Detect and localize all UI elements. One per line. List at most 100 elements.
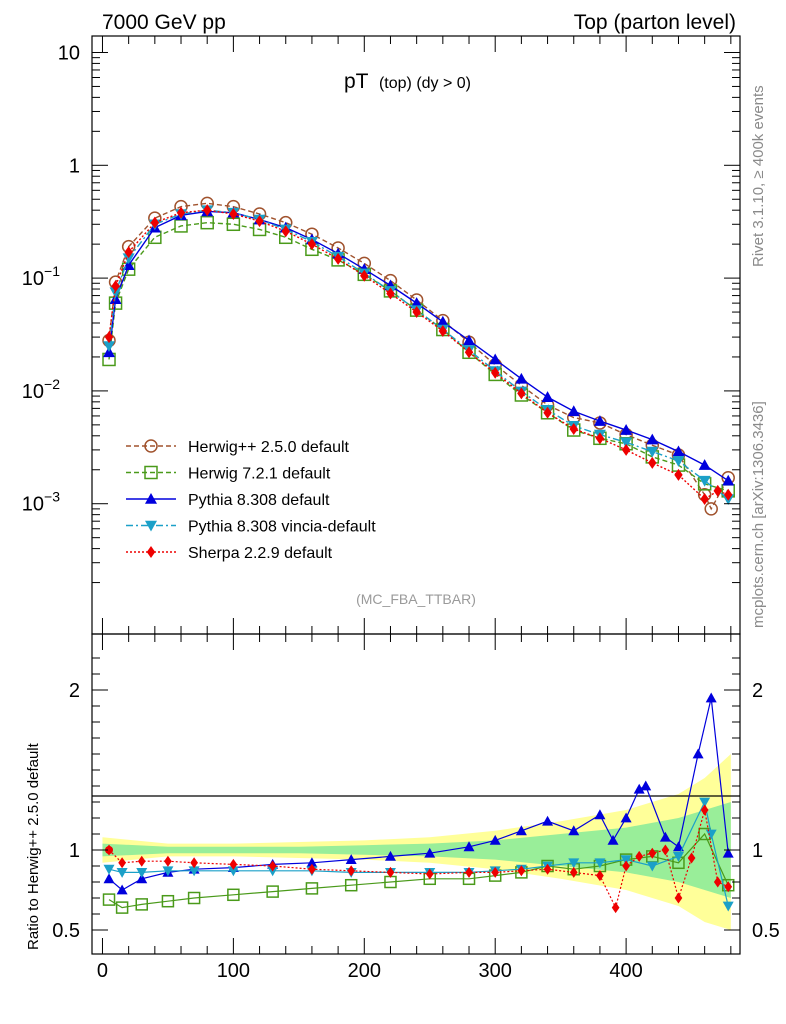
- ratio-point-3-18: [622, 860, 630, 872]
- ratio-ylabel: Ratio to Herwig++ 2.5.0 default: [25, 742, 42, 950]
- ratio-point-1-7: [306, 857, 318, 868]
- main-series-line-0: [108, 202, 729, 511]
- main-point-2-14: [436, 315, 449, 327]
- ratio-ytick-label-right-2: 2: [752, 680, 763, 702]
- header-left: 7000 GeV pp: [102, 11, 226, 34]
- main-point-3-23: [672, 456, 685, 467]
- main-point-4-0: [104, 331, 114, 344]
- ratio-point-1-23: [692, 748, 704, 759]
- main-point-4-7: [255, 215, 264, 228]
- ratio-point-3-17: [611, 902, 620, 914]
- main-point-4-2: [124, 246, 133, 259]
- ratio-point-1-16: [594, 809, 606, 820]
- main-point-3-0: [103, 341, 116, 353]
- main-ytick-label-4: 10−3: [22, 489, 60, 516]
- main-point-2-17: [515, 372, 528, 384]
- main-point-2-16: [489, 353, 502, 365]
- ratio-point-2-17: [620, 855, 632, 866]
- main-series-group: [102, 196, 735, 516]
- legend: Herwig++ 2.5.0 default Herwig 7.2.1 defau…: [126, 439, 376, 562]
- legend-label-2: Pythia 8.308 default: [188, 492, 330, 509]
- ratio-point-1-2: [136, 873, 148, 884]
- xtick-label-4: 400: [609, 960, 642, 982]
- main-point-4-20: [595, 432, 605, 445]
- main-point-4-15: [464, 346, 474, 359]
- ratio-point-1-13: [515, 825, 527, 836]
- main-point-4-5: [203, 204, 212, 217]
- legend-label-4: Sherpa 2.2.9 default: [188, 545, 333, 562]
- plot-title: pT (top) (dy > 0): [344, 70, 471, 93]
- legend-marker-3: [145, 520, 157, 532]
- ratio-reference-point: [105, 846, 114, 854]
- ratio-point-3-2: [137, 855, 146, 867]
- ratio-point-1-11: [463, 841, 475, 852]
- ratio-point-1-24: [705, 692, 717, 703]
- main-point-2-20: [593, 415, 606, 426]
- axes-group: 10 1 10−1 10−2 10−3 0.5 0.5 1 1 2 2 0 100 200 300 400: [22, 36, 780, 982]
- ratio-point-1-0: [103, 873, 115, 884]
- ratio-point-1-14: [542, 815, 554, 826]
- ratio-point-3-19: [635, 850, 644, 862]
- ratio-series-line-1: [108, 697, 729, 891]
- ratio-point-3-13: [517, 865, 526, 877]
- ratio-ytick-label-left-0: 0.5: [52, 920, 80, 942]
- main-point-4-25: [713, 484, 722, 497]
- ratio-point-0-0: [102, 893, 116, 906]
- main-series-line-3: [108, 209, 729, 500]
- ratio-point-2-21: [705, 829, 717, 840]
- main-ytick-label-1: 1: [69, 155, 80, 177]
- main-point-4-17: [517, 387, 526, 400]
- ratio-point-2-0: [103, 864, 115, 875]
- main-point-3-2: [122, 253, 135, 265]
- legend-marker-1: [144, 465, 158, 480]
- ratio-point-2-19: [672, 852, 684, 862]
- rivet-label: Rivet 3.1.10, ≥ 400k events: [750, 85, 767, 267]
- main-point-4-13: [412, 306, 421, 319]
- ratio-point-2-16: [594, 858, 606, 869]
- xtick-label-0: 0: [97, 960, 108, 982]
- main-point-2-23: [672, 445, 685, 457]
- main-point-2-19: [567, 405, 580, 417]
- ratio-point-0-2: [135, 898, 148, 911]
- plot-title-main: pT: [344, 70, 369, 93]
- ratio-point-3-9: [386, 866, 395, 878]
- legend-label-3: Pythia 8.308 vincia-default: [188, 519, 376, 536]
- analysis-watermark: (MC_FBA_TTBAR): [356, 591, 476, 607]
- plot-title-sub: (top) (dy > 0): [379, 75, 471, 92]
- ratio-point-2-4: [188, 866, 200, 877]
- main-point-2-13: [410, 297, 423, 308]
- legend-label-0: Herwig++ 2.5.0 default: [188, 439, 350, 456]
- main-ytick-label-2: 10−1: [22, 263, 60, 290]
- main-series-line-2: [108, 210, 729, 482]
- ratio-point-2-1: [116, 868, 128, 878]
- main-point-3-24: [698, 475, 711, 487]
- ratio-point-3-24: [700, 804, 709, 816]
- main-point-1-5: [200, 215, 214, 230]
- ratio-point-3-10: [425, 868, 434, 880]
- main-point-4-8: [281, 225, 290, 238]
- main-point-2-18: [541, 391, 554, 402]
- main-point-3-1: [109, 287, 122, 299]
- main-point-4-6: [229, 208, 238, 221]
- main-ytick-label-0: 10: [58, 42, 80, 64]
- ratio-point-2-20: [699, 797, 711, 808]
- ratio-point-2-2: [136, 868, 148, 878]
- ratio-point-2-15: [568, 858, 580, 869]
- ratio-reference-band: [102, 754, 731, 930]
- ratio-point-3-1: [118, 857, 126, 869]
- ratio-point-1-17: [607, 834, 619, 845]
- mcplots-label: mcplots.cern.ch [arXiv:1306.3436]: [750, 401, 767, 628]
- ratio-point-1-19: [633, 783, 645, 794]
- ratio-point-0-7: [305, 882, 319, 895]
- band-yellow: [102, 754, 731, 930]
- main-point-4-14: [438, 324, 448, 337]
- main-point-2-15: [463, 334, 476, 346]
- ratio-point-2-18: [646, 861, 658, 872]
- main-point-4-21: [621, 443, 631, 456]
- main-point-4-19: [569, 422, 578, 435]
- legend-marker-0: [144, 439, 158, 453]
- band-green: [102, 802, 731, 898]
- ratio-point-1-8: [345, 854, 357, 864]
- main-point-4-24: [700, 493, 709, 506]
